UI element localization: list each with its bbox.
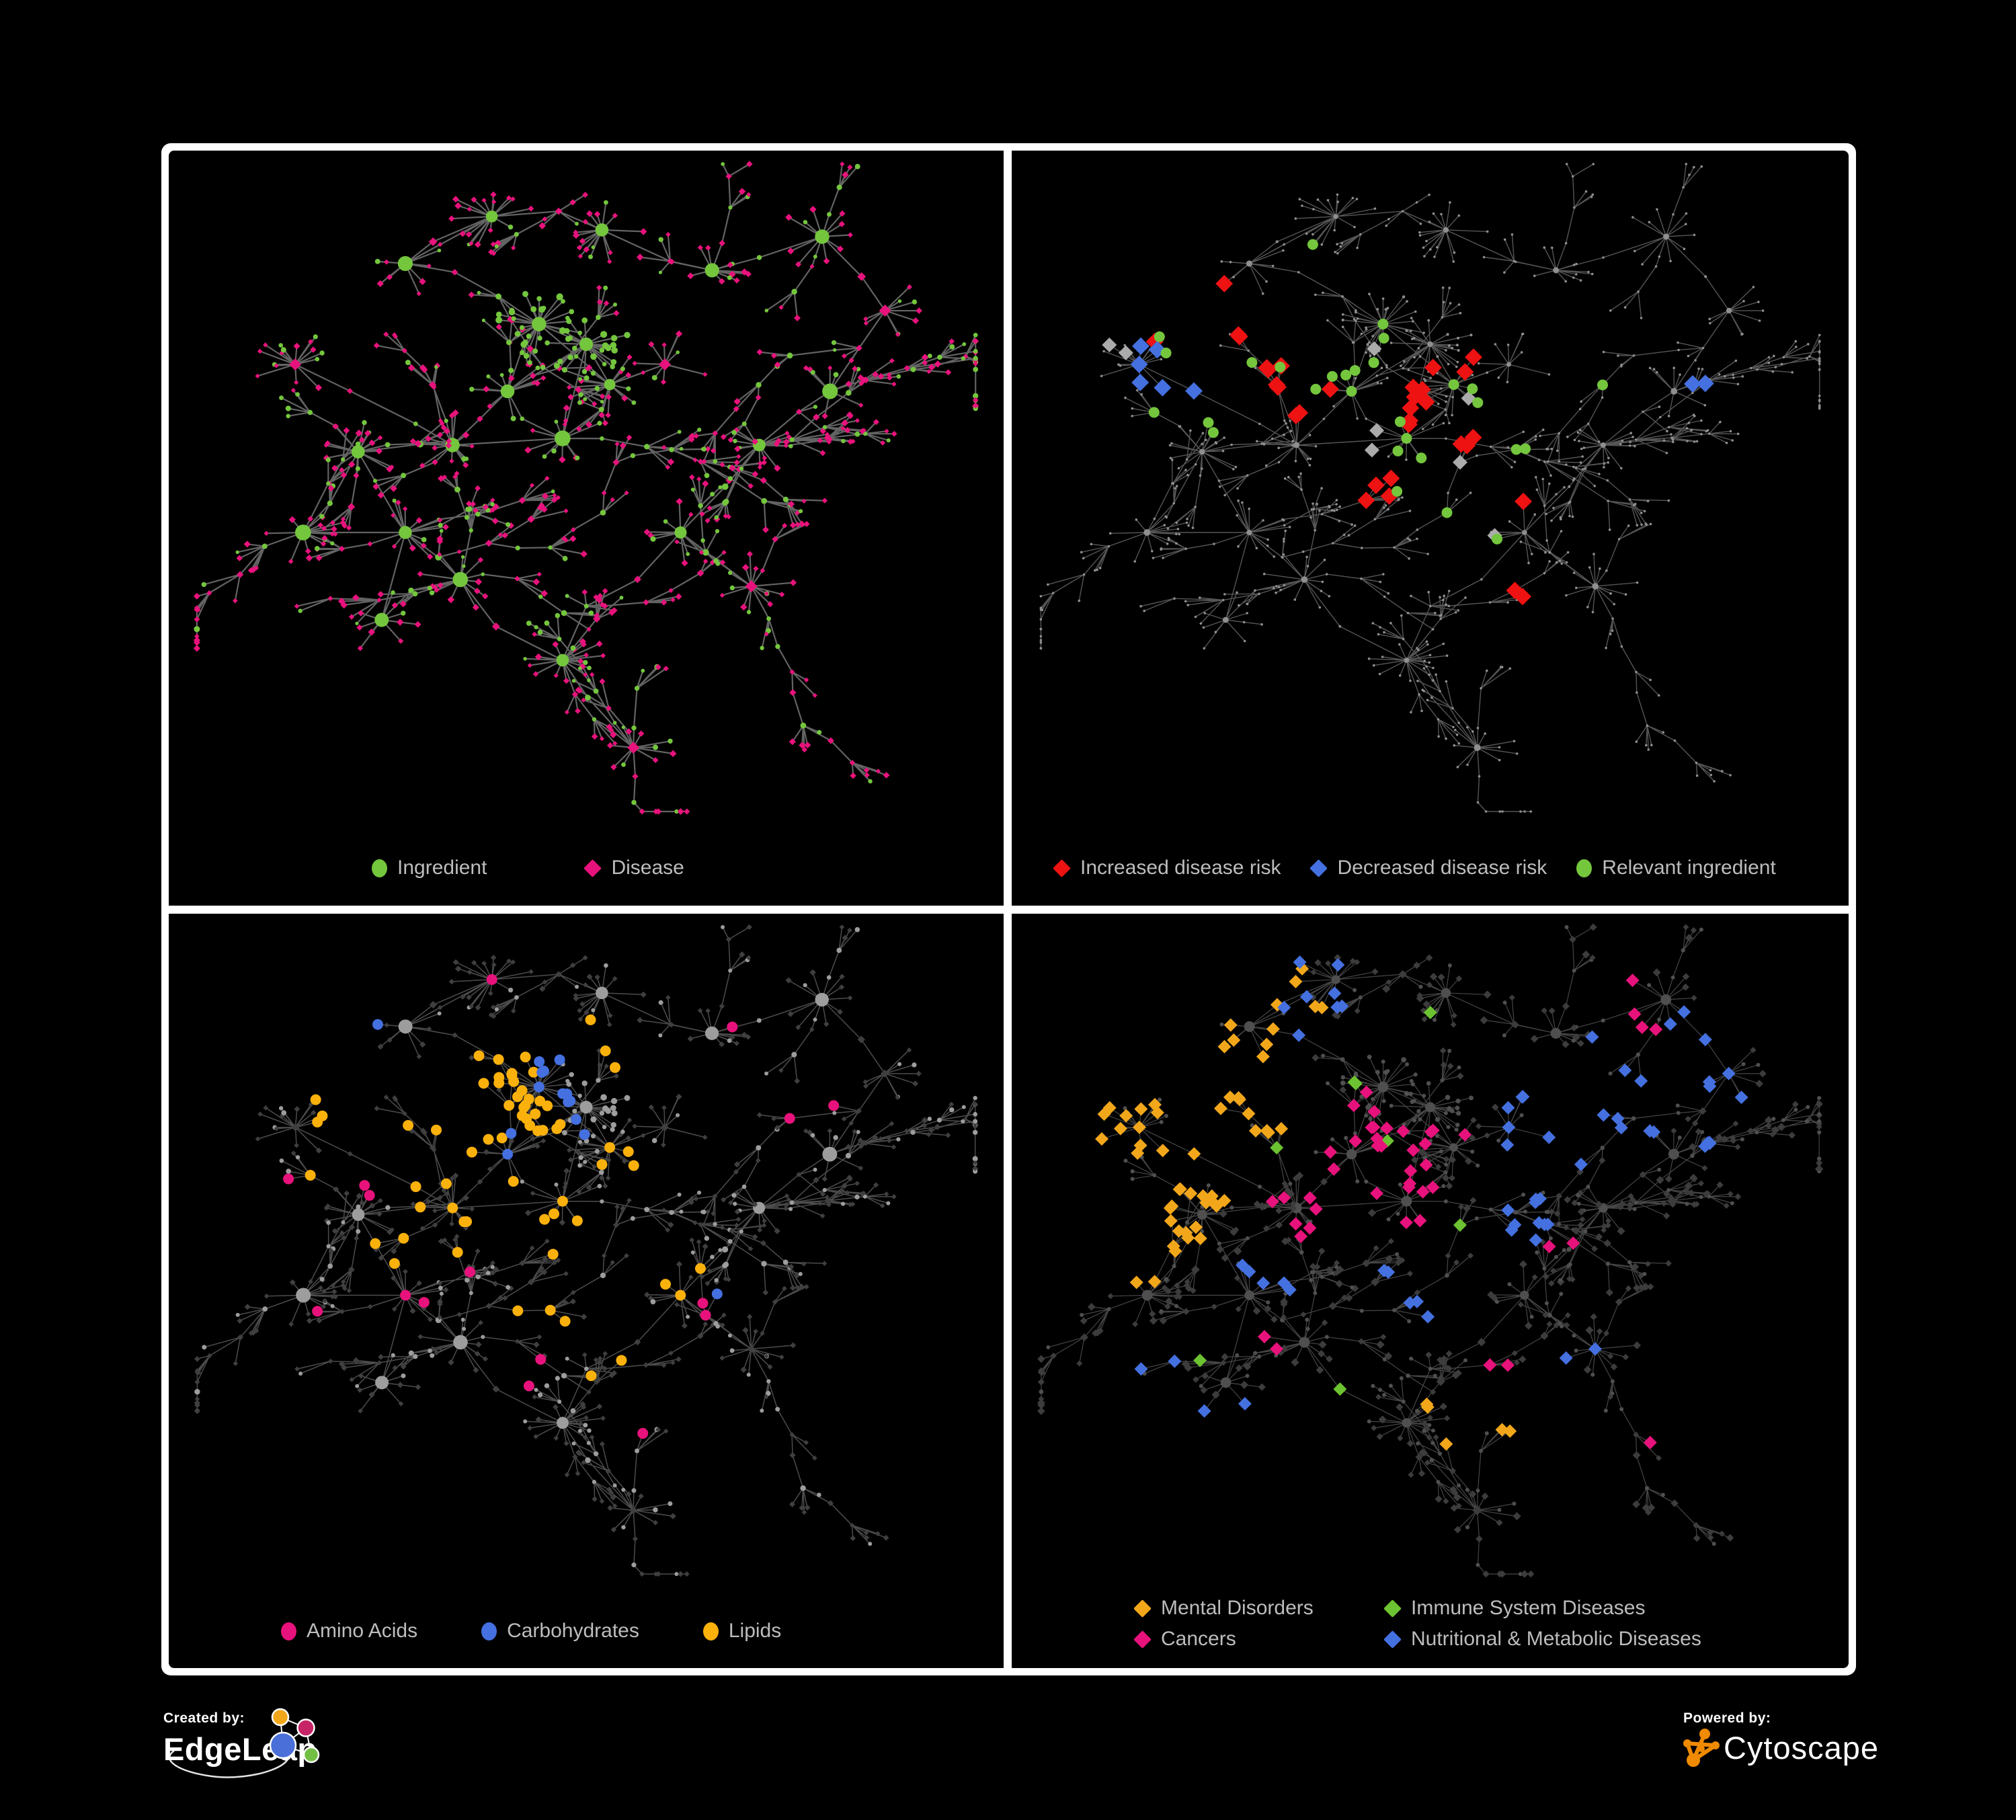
powered-by-label: Powered by: — [1683, 1710, 1771, 1726]
network-graph-disease-risk — [1039, 163, 1821, 813]
nodes-layer — [1039, 163, 1821, 813]
diamond-swatch-icon — [583, 859, 602, 877]
diamond-swatch-icon — [1383, 1630, 1402, 1649]
panel-ingredient-disease: Ingredient Disease — [169, 151, 1004, 906]
panel-disease-categories: Mental Disorders Immune System Diseases Ca… — [1012, 914, 1849, 1668]
cytoscape-credit: Powered by: Cytoscape — [1683, 1706, 1878, 1780]
legend-label: Decreased disease risk — [1337, 857, 1547, 879]
legend-item-ingredient: Ingredient — [372, 857, 487, 879]
legend-item-decreased-disease-risk: Decreased disease risk — [1309, 857, 1547, 879]
nodes-layer — [1037, 923, 1824, 1578]
circle-swatch-icon — [372, 859, 387, 877]
edgeleap-logo-icon — [169, 1708, 320, 1778]
panel-frame: Ingredient Disease Increased disease risk… — [161, 143, 1856, 1675]
legend-label: Lipids — [728, 1620, 782, 1642]
legend-item-relevant-ingredient: Relevant ingredient — [1576, 857, 1776, 879]
diamond-swatch-icon — [1309, 859, 1328, 877]
created-by-label: Created by: — [163, 1710, 245, 1726]
legend-label: Disease — [611, 857, 684, 879]
panel-ingredient-classes: Amino Acids Carbohydrates Lipids — [169, 914, 1004, 1668]
legend-label: Amino Acids — [307, 1620, 418, 1642]
legend-item-amino-acids: Amino Acids — [281, 1620, 417, 1643]
network-graph-disease-categories — [1037, 923, 1824, 1578]
legend-label: Cancers — [1161, 1628, 1236, 1650]
highlight-layer — [283, 974, 840, 1439]
legend-item-cancers: Cancers — [1133, 1628, 1384, 1651]
diamond-swatch-icon — [1053, 859, 1071, 877]
cytoscape-logo-icon — [1683, 1729, 1720, 1767]
edges-layer — [196, 926, 976, 1575]
legend-item-immune-system-diseases: Immune System Diseases — [1383, 1597, 1701, 1620]
legend-label: Ingredient — [397, 857, 487, 879]
legend-label: Mental Disorders — [1161, 1597, 1314, 1619]
legend-ingredient-classes: Amino Acids Carbohydrates Lipids — [281, 1620, 781, 1643]
legend-item-mental-disorders: Mental Disorders — [1133, 1597, 1384, 1620]
edgeleap-credit: Created by: EdgeLeap — [163, 1706, 345, 1801]
legend-label: Carbohydrates — [507, 1620, 639, 1642]
legend-ingredient-disease: Ingredient Disease — [372, 857, 684, 879]
legend-disease-categories: Mental Disorders Immune System Diseases Ca… — [1133, 1597, 1701, 1651]
legend-item-increased-disease-risk: Increased disease risk — [1053, 857, 1281, 879]
legend-item-nutritional-metabolic-diseases: Nutritional & Metabolic Diseases — [1383, 1628, 1701, 1651]
legend-item-lipids: Lipids — [702, 1620, 782, 1643]
diamond-swatch-icon — [1133, 1599, 1152, 1618]
diamond-swatch-icon — [1133, 1630, 1152, 1649]
edges-layer — [1040, 163, 1820, 812]
network-graph-ingredient-disease — [193, 161, 979, 815]
circle-swatch-icon — [281, 1622, 296, 1640]
legend-item-disease: Disease — [583, 857, 684, 879]
legend-label: Nutritional & Metabolic Diseases — [1411, 1628, 1701, 1650]
panel-disease-risk: Increased disease risk Decreased disease … — [1012, 151, 1849, 906]
nodes-layer — [193, 161, 979, 815]
circle-swatch-icon — [702, 1622, 719, 1640]
highlight-layer — [1095, 955, 1748, 1451]
legend-label: Relevant ingredient — [1602, 857, 1776, 879]
diamond-swatch-icon — [1383, 1599, 1402, 1618]
edges-layer — [196, 163, 977, 813]
circle-swatch-icon — [481, 1622, 497, 1640]
legend-item-carbohydrates: Carbohydrates — [481, 1620, 639, 1643]
network-graph-ingredient-classes — [194, 924, 979, 1577]
legend-label: Immune System Diseases — [1411, 1597, 1646, 1619]
legend-disease-risk: Increased disease risk Decreased disease … — [1053, 857, 1776, 879]
highlight-layer — [1102, 239, 1714, 606]
edges-layer — [1041, 926, 1820, 1575]
cytoscape-wordmark: Cytoscape — [1724, 1730, 1880, 1766]
circle-swatch-icon — [1576, 859, 1592, 877]
legend-label: Increased disease risk — [1080, 857, 1281, 879]
